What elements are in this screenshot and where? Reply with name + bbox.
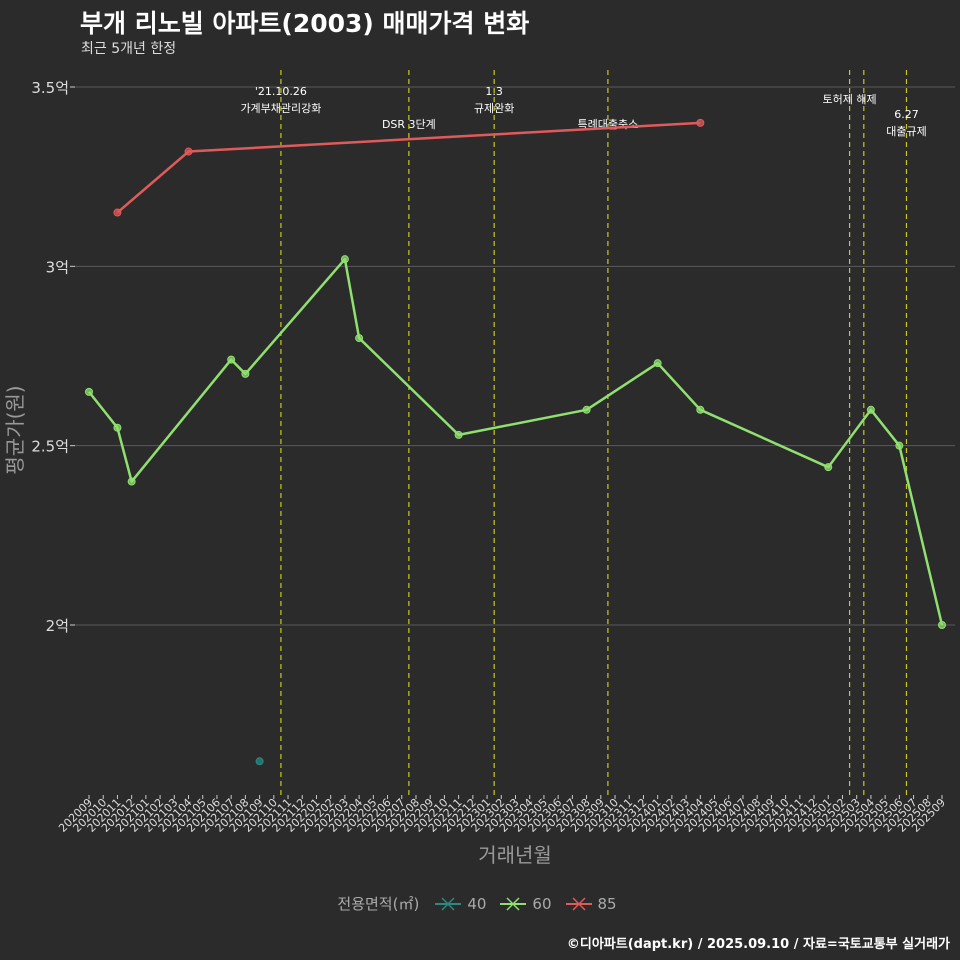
y-tick-label: 3억 [46,258,69,276]
data-point-60 [696,405,705,414]
data-point-60 [895,441,904,450]
data-point-60 [227,355,236,364]
y-tick-label: 3.5억 [31,79,69,97]
data-point-85 [696,118,705,127]
axis-layer: 2억2.5억3억3.5억2020092020102020112020122021… [31,79,948,835]
data-point-85 [184,147,193,156]
data-point-85 [113,208,122,217]
y-tick-label: 2.5억 [31,438,69,456]
y-tick-label: 2억 [46,617,69,635]
data-point-60 [938,621,946,629]
data-point-60 [866,405,875,414]
legend: 전용면적(㎡) 40 60 85 [0,893,960,914]
source-credit: ©디아파트(dapt.kr) / 2025.09.10 / 자료=국토교통부 실… [566,937,950,952]
y-axis-label: 평균가(원) [3,385,27,474]
data-point-60 [824,463,833,472]
data-point-60 [653,359,662,368]
data-point-40 [255,757,264,766]
event-label: DSR 3단계 [382,118,436,131]
series-layer [85,118,946,766]
event-label: 토허제 해제 [823,92,877,106]
legend-item-40: 40 [433,895,492,913]
grid-layer [75,86,955,626]
event-label: 규제완화 [474,102,514,115]
data-point-60 [355,334,364,343]
event-label: 가계부채관리강화 [240,102,321,115]
event-label: 대출규제 [886,125,926,138]
legend-item-60: 60 [498,895,557,913]
event-label: 6.27 [894,108,919,121]
data-point-60 [340,255,349,264]
data-point-60 [85,387,93,396]
data-point-60 [113,423,122,432]
legend-key-40-icon [435,896,462,911]
data-point-60 [582,405,591,414]
chart-subtitle: 최근 5개년 한정 [81,41,177,57]
legend-key-60-icon [500,896,527,911]
event-label: 1.3 [485,85,503,98]
legend-label-85: 85 [597,894,617,913]
legend-label-40: 40 [467,894,487,913]
chart-title: 부개 리노빌 아파트(2003) 매매가격 변화 [80,9,530,38]
series-line-60 [88,257,944,626]
legend-label-60: 60 [532,894,552,913]
data-point-60 [454,430,463,439]
x-axis-label: 거래년월 [478,843,552,867]
legend-item-85: 85 [564,895,623,913]
data-point-60 [241,369,250,378]
event-label: '21.10.26 [255,85,307,98]
legend-title: 전용면적(㎡) [337,895,420,913]
legend-key-85-icon [565,896,592,911]
data-point-60 [127,477,136,486]
